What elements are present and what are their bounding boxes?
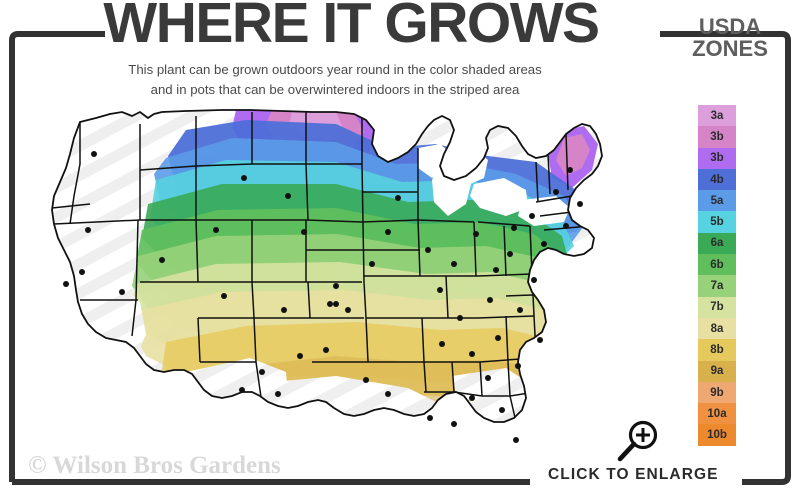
subtitle-line-1: This plant can be grown outdoors year ro… xyxy=(128,62,542,77)
zone-swatch-5b-5: 5b xyxy=(698,211,736,233)
zone-swatch-label: 8b xyxy=(710,343,724,356)
zone-swatch-label: 10b xyxy=(707,429,727,442)
zone-legend-swatches: 3a 3b 3b 4b 5a 5b 6a 6b 7a 7b 8a 8b 9a 9b 10a 10b xyxy=(698,105,736,446)
zone-swatch-label: 9b xyxy=(710,386,724,399)
zone-swatch-label: 5a xyxy=(710,194,724,207)
map-zone-bands xyxy=(52,110,602,422)
zone-swatch-9a-12: 9a xyxy=(698,360,736,382)
legend-heading-usda: USDA xyxy=(698,14,762,39)
legend-heading-zones: ZONES xyxy=(692,36,768,62)
zone-swatch-6a-6: 6a xyxy=(698,232,736,255)
zone-swatch-3a-0: 3a xyxy=(698,105,736,127)
zone-swatch-9b-13: 9b xyxy=(698,381,736,404)
zone-swatch-10b-15: 10b xyxy=(698,424,736,446)
zone-swatch-label: 7b xyxy=(710,301,724,314)
zone-swatch-5a-4: 5a xyxy=(698,190,736,212)
zone-swatch-label: 9a xyxy=(710,365,724,378)
zone-swatch-label: 4b xyxy=(710,173,724,186)
zone-swatch-8b-11: 8b xyxy=(698,339,736,361)
zone-swatch-7b-9: 7b xyxy=(698,296,736,318)
subtitle-line-2: and in pots that can be overwintered ind… xyxy=(150,82,520,98)
zone-swatch-label: 3b xyxy=(710,130,724,143)
legend-heading: USDA ZONES xyxy=(660,14,800,62)
map-graphic xyxy=(51,109,603,443)
magnifier-plus-icon[interactable] xyxy=(616,419,662,463)
zone-swatch-label: 6b xyxy=(710,258,724,271)
zone-swatch-label: 3a xyxy=(710,109,724,122)
zone-swatch-7a-8: 7a xyxy=(698,275,736,297)
zone-swatch-8a-10: 8a xyxy=(698,317,736,340)
zone-swatch-label: 10a xyxy=(707,407,727,420)
zone-swatch-label: 6a xyxy=(710,237,724,250)
zone-swatch-10a-14: 10a xyxy=(698,403,736,425)
usda-hardiness-zone-map[interactable] xyxy=(36,104,656,454)
watermark-text: © Wilson Bros Gardens xyxy=(28,452,281,479)
country-outline xyxy=(51,109,603,423)
city-dots xyxy=(63,151,583,443)
zone-swatch-label: 7a xyxy=(710,280,724,293)
zone-swatch-label: 8a xyxy=(710,322,724,335)
zone-swatch-4b-3: 4b xyxy=(698,168,736,191)
zone-swatch-label: 5b xyxy=(710,216,724,229)
zone-swatch-3b-2: 3b xyxy=(698,147,736,169)
zone-swatch-6b-7: 6b xyxy=(698,254,736,276)
page-subtitle: This plant can be grown outdoors year ro… xyxy=(40,60,630,101)
click-to-enlarge-label[interactable]: CLICK TO ENLARGE xyxy=(548,466,719,483)
zone-swatch-3b-1: 3b xyxy=(698,126,736,148)
zone-swatch-label: 3b xyxy=(710,152,724,165)
page-title: WHERE IT GROWS xyxy=(103,0,600,55)
